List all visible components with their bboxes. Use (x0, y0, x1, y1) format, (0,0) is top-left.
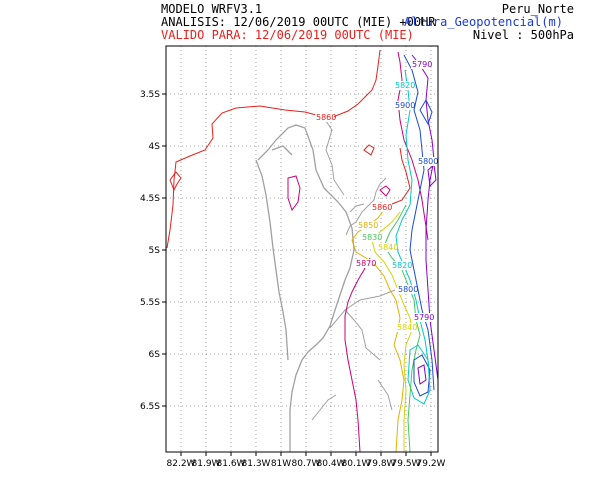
contour-label-5840: 5840 (397, 323, 417, 332)
x-tick-label: 79.2W (417, 459, 446, 469)
x-tick-label: 81.6W (217, 459, 246, 469)
contour-label-5860: 5860 (372, 203, 392, 212)
y-tick-label: 6S (149, 350, 161, 360)
map-grid (166, 46, 438, 452)
contour-label-bg (355, 259, 374, 268)
contour-label-5790: 5790 (414, 313, 434, 322)
contour-label-bg (391, 261, 410, 270)
y-tick-label: 6.5S (140, 402, 160, 412)
contour-label-bg (357, 221, 376, 230)
region-name: Peru_Norte (501, 2, 574, 16)
contour-label-5800: 5800 (418, 157, 438, 166)
x-tick-label: 79.8W (367, 459, 396, 469)
contour-label-bg (371, 203, 390, 212)
contour-label-bg (315, 113, 334, 122)
x-tick-label: 80.7W (292, 459, 321, 469)
x-tick-label: 80.4W (317, 459, 346, 469)
contour-labels: 5860579058205900580058605850583058405870… (315, 60, 438, 332)
y-tick-label: 3.5S (140, 90, 160, 100)
x-tick-label: 79.5W (392, 459, 421, 469)
model-title: MODELO WRFV3.1 (161, 2, 263, 16)
contour-label-5820: 5820 (392, 261, 412, 270)
contour-label-bg (411, 60, 430, 69)
contour-label-bg (361, 233, 380, 242)
x-tick-label: 82.2W (167, 459, 196, 469)
y-tick-label: 5S (149, 246, 161, 256)
contour-label-bg (397, 285, 416, 294)
contour-label-5900: 5900 (395, 101, 415, 110)
map-frame (165, 45, 439, 453)
contour-label-5820: 5820 (395, 81, 415, 90)
x-tick-label: 81.9W (192, 459, 221, 469)
contour-label-5860: 5860 (316, 113, 336, 122)
analysis-time: ANALISIS: 12/06/2019 00UTC (MIE) +00HR (161, 15, 436, 29)
y-tick-label: 4S (149, 142, 161, 152)
latitude-axis: 3.5S 4S 4.5S 5S 5.5S 6S 6.5S (140, 90, 166, 412)
contour-label-bg (417, 157, 436, 166)
contour-label-5840: 5840 (378, 243, 398, 252)
x-tick-label: 80.1W (342, 459, 371, 469)
contour-label-bg (394, 101, 413, 110)
x-tick-label: 81W (271, 459, 291, 469)
internal-borders (311, 117, 396, 421)
contour-label-bg (396, 323, 415, 332)
pressure-level: Nivel : 500hPa (472, 28, 574, 42)
contour-label-5830: 5830 (362, 233, 382, 242)
contour-label-5800: 5800 (398, 285, 418, 294)
contours (166, 49, 439, 453)
contour-label-bg (377, 243, 396, 252)
contour-label-bg (413, 313, 432, 322)
y-tick-label: 4.5S (140, 194, 160, 204)
contour-label-5870: 5870 (356, 259, 376, 268)
variable-name: Altura_Geopotencial(m) (404, 15, 563, 29)
contour-label-bg (394, 81, 413, 90)
contour-label-5790: 5790 (412, 60, 432, 69)
valid-time: VALIDO PARA: 12/06/2019 00UTC (MIE) (161, 28, 414, 42)
y-tick-label: 5.5S (140, 298, 160, 308)
x-tick-label: 81.3W (242, 459, 271, 469)
coastline (255, 124, 355, 452)
contour-label-5850: 5850 (358, 221, 378, 230)
